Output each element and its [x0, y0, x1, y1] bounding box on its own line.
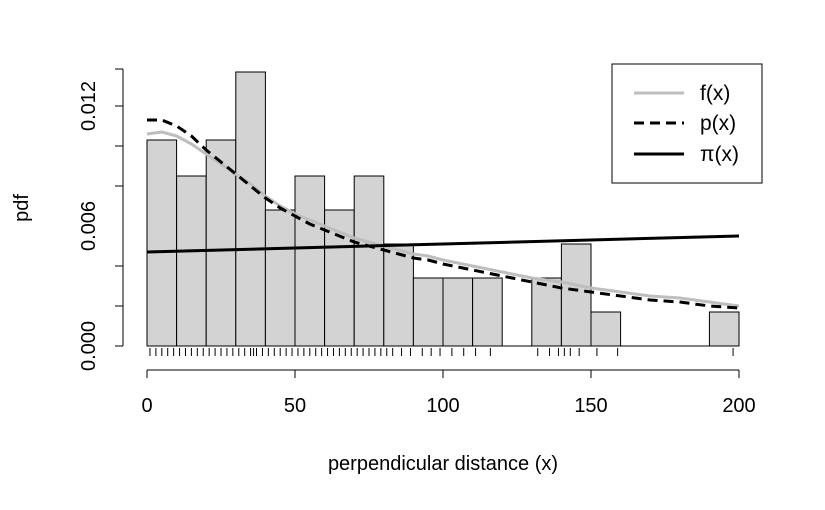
legend: f(x) p(x) π(x) [611, 63, 763, 184]
bar-10 [442, 277, 474, 347]
x-tick-label-0: 0 [141, 395, 152, 417]
histogram-bars [146, 71, 740, 347]
legend-label-pi: π(x) [700, 143, 739, 166]
x-tick-label-3: 150 [574, 395, 607, 417]
bar-0 [146, 139, 178, 347]
series-line-0 [146, 130, 740, 308]
x-tick-label-4: 200 [722, 395, 755, 417]
y-axis: 0.000 0.006 0.012 [78, 68, 124, 371]
bar-8 [383, 243, 414, 347]
x-tick-label-1: 50 [284, 395, 306, 417]
x-axis: 0 50 100 150 200 [141, 369, 756, 417]
x-axis-label: perpendicular distance (x) [328, 453, 558, 475]
rug-marks [149, 348, 734, 356]
y-tick-label-1: 0.006 [78, 201, 100, 251]
y-tick-label-2: 0.012 [78, 81, 100, 131]
bar-19 [708, 311, 740, 347]
bar-11 [472, 277, 503, 347]
legend-label-p: p(x) [700, 112, 736, 135]
density-lines [146, 118, 740, 310]
y-axis-label: pdf [11, 194, 33, 222]
series-line-2 [146, 234, 740, 254]
bar-4 [264, 209, 296, 347]
bar-7 [353, 175, 385, 347]
bar-3 [235, 71, 266, 347]
legend-label-f: f(x) [700, 82, 730, 105]
y-tick-label-0: 0.000 [78, 321, 100, 371]
bar-5 [294, 175, 326, 347]
bar-15 [590, 311, 622, 347]
bar-14 [560, 243, 592, 347]
bar-9 [412, 277, 444, 347]
x-tick-label-2: 100 [426, 395, 459, 417]
bar-2 [205, 139, 237, 347]
bar-1 [176, 175, 207, 347]
